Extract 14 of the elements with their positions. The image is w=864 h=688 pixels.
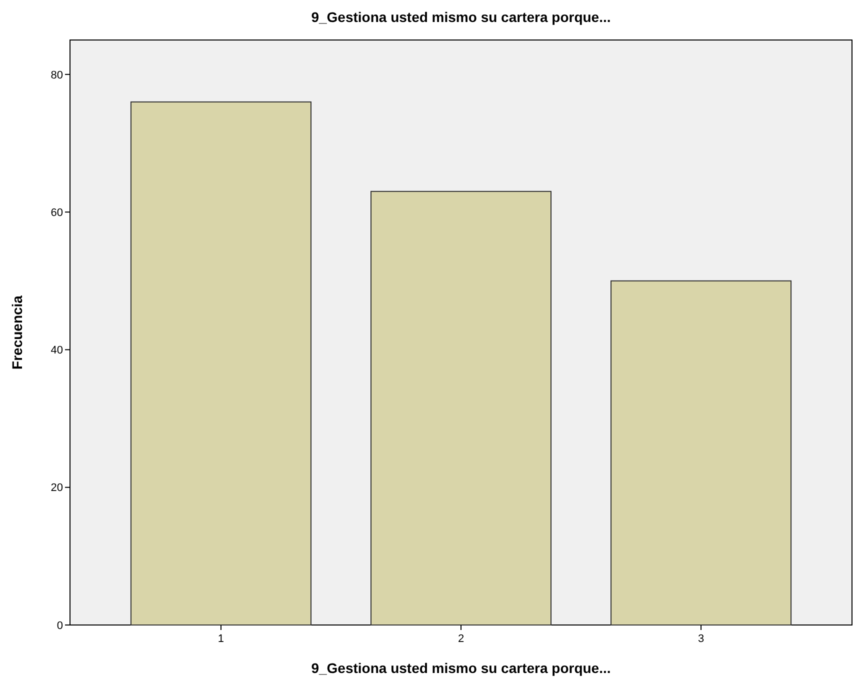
y-tick-label: 0 [56, 620, 63, 632]
x-tick-label: 2 [458, 633, 464, 645]
chart-title: 9_Gestiona usted mismo su cartera porque... [311, 9, 611, 25]
x-axis-title: 9_Gestiona usted mismo su cartera porque... [311, 660, 611, 676]
bar [370, 190, 552, 626]
y-tick-label: 20 [50, 482, 63, 494]
bar [130, 101, 312, 626]
y-tick-label: 60 [50, 206, 63, 219]
bar [610, 280, 792, 626]
x-tick-label: 3 [698, 633, 704, 645]
y-tick-label: 80 [50, 69, 63, 82]
y-tick-label: 40 [50, 344, 63, 357]
x-tick-label: 1 [218, 633, 224, 645]
y-axis-title: Frecuencia [9, 295, 25, 370]
